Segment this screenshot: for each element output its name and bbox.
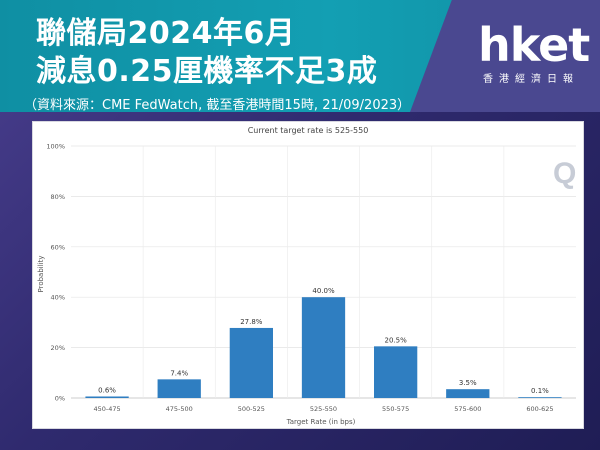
y-tick-label: 0% <box>55 395 65 403</box>
hket-logo: hket <box>478 18 590 72</box>
source-note: （資料來源：CME FedWatch, 截至香港時間15時, 21/09/202… <box>24 98 411 113</box>
bar-600-625 <box>518 397 562 398</box>
bar-525-550 <box>301 297 346 398</box>
quikstrike-q-icon: Q <box>553 157 577 190</box>
y-tick-label: 40% <box>51 294 65 302</box>
headline-line-2: 減息0.25厘機率不足3成 <box>36 54 378 89</box>
bars <box>85 297 562 398</box>
value-label: 7.4% <box>170 369 188 377</box>
bar-575-600 <box>446 389 490 398</box>
y-axis-ticks: 0% 20% 40% 60% 80% 100% <box>46 143 65 403</box>
x-tick-label: 575-600 <box>454 405 481 413</box>
x-tick-label: 600-625 <box>526 405 553 413</box>
probability-bar-chart: Current target rate is 525-550 0% 20% 40% 6… <box>37 126 576 426</box>
bar-500-525 <box>229 327 273 398</box>
value-label: 3.5% <box>459 379 477 387</box>
value-label: 20.5% <box>385 336 408 344</box>
hket-logo-subtitle: 香港經濟日報 <box>483 74 579 85</box>
bar-450-475 <box>85 396 129 398</box>
y-tick-label: 80% <box>51 193 65 201</box>
headline-line-1: 聯儲局2024年6月 <box>36 16 296 51</box>
grid-lines <box>71 145 576 399</box>
chart-panel: Q Current target rate is 525-550 0% 20% 40… <box>32 121 584 429</box>
bar-550-575 <box>374 346 418 398</box>
chart-title: Current target rate is 525-550 <box>248 126 369 135</box>
value-label: 27.8% <box>240 318 263 326</box>
x-axis-label: Target Rate (in bps) <box>286 418 356 426</box>
x-tick-label: 450-475 <box>93 405 120 413</box>
x-axis-ticks: 450-475 475-500 500-525 525-550 550-575 575-6… <box>93 405 553 413</box>
value-label: 0.1% <box>531 387 549 395</box>
x-tick-label: 550-575 <box>382 405 409 413</box>
x-tick-label: 500-525 <box>238 405 265 413</box>
x-tick-label: 525-550 <box>310 405 337 413</box>
x-tick-label: 475-500 <box>166 405 193 413</box>
bar-475-500 <box>157 379 201 398</box>
y-axis-label: Probability <box>37 255 45 292</box>
value-labels: 0.6% 7.4% 27.8% 40.0% 20.5% 3.5% 0.1% <box>98 287 549 395</box>
y-tick-label: 60% <box>51 243 65 251</box>
y-tick-label: 100% <box>46 143 65 151</box>
y-tick-label: 20% <box>51 344 65 352</box>
value-label: 40.0% <box>312 287 335 295</box>
value-label: 0.6% <box>98 386 116 394</box>
